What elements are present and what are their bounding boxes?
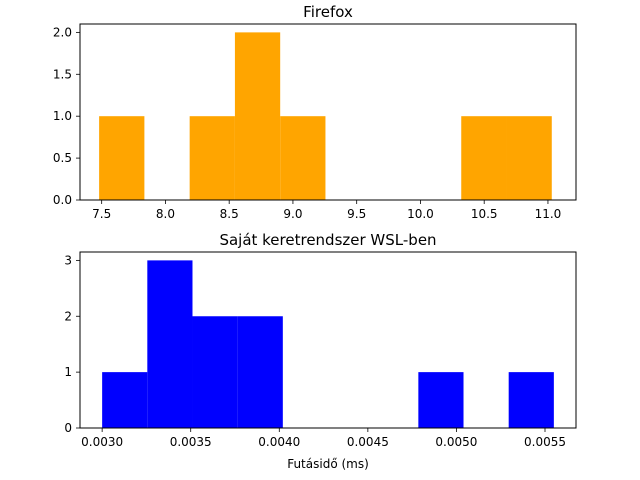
y-tick-label: 2: [64, 309, 72, 323]
plot-frame: [79, 251, 577, 429]
x-tick-label: 8.5: [220, 207, 239, 221]
y-tick-label: 0: [64, 421, 72, 435]
x-tick-label: 8.0: [156, 207, 175, 221]
x-tick-label: 0.0050: [435, 435, 477, 449]
firefox-histogram: Firefox 7.5 8.0 8.5 9.0 9.5 10.0 10.5 11.0 0.0 0.…: [53, 3, 577, 221]
x-tick-label: 0.0040: [258, 435, 300, 449]
x-axis-label: Futásidő (ms): [287, 457, 369, 471]
x-tick-label: 0.0045: [347, 435, 389, 449]
histogram-bar: [506, 116, 552, 200]
histogram-bar: [508, 372, 554, 428]
histogram-bar: [237, 316, 283, 428]
x-tick-label: 10.5: [471, 207, 498, 221]
x-tick-label: 9.5: [347, 207, 366, 221]
histogram-bar: [234, 32, 281, 200]
plot-frame: [79, 23, 577, 201]
histogram-bar: [192, 316, 238, 428]
histogram-bar: [147, 260, 193, 428]
chart-title: Saját keretrendszer WSL-ben: [219, 231, 436, 249]
histogram-bar: [189, 116, 235, 200]
histogram-bar: [99, 116, 145, 200]
x-tick-label: 0.0030: [81, 435, 123, 449]
chart-title: Firefox: [303, 3, 353, 21]
histogram-bar: [418, 372, 464, 428]
y-tick-label: 0.0: [53, 193, 72, 207]
x-tick-label: 9.0: [283, 207, 302, 221]
histogram-bar: [461, 116, 507, 200]
y-tick-label: 1.5: [53, 67, 72, 81]
x-tick-label: 0.0055: [524, 435, 566, 449]
histogram-bar: [102, 372, 148, 428]
x-tick-label: 7.5: [92, 207, 111, 221]
y-tick-label: 1.0: [53, 109, 72, 123]
y-tick-label: 3: [64, 253, 72, 267]
y-tick-label: 2.0: [53, 25, 72, 39]
histogram-bar: [280, 116, 326, 200]
x-tick-label: 11.0: [535, 207, 562, 221]
wsl-histogram: Saját keretrendszer WSL-ben Futásidő (ms…: [64, 231, 577, 471]
x-tick-label: 0.0035: [170, 435, 212, 449]
x-tick-label: 10.0: [407, 207, 434, 221]
y-tick-label: 0.5: [53, 151, 72, 165]
y-tick-label: 1: [64, 365, 72, 379]
